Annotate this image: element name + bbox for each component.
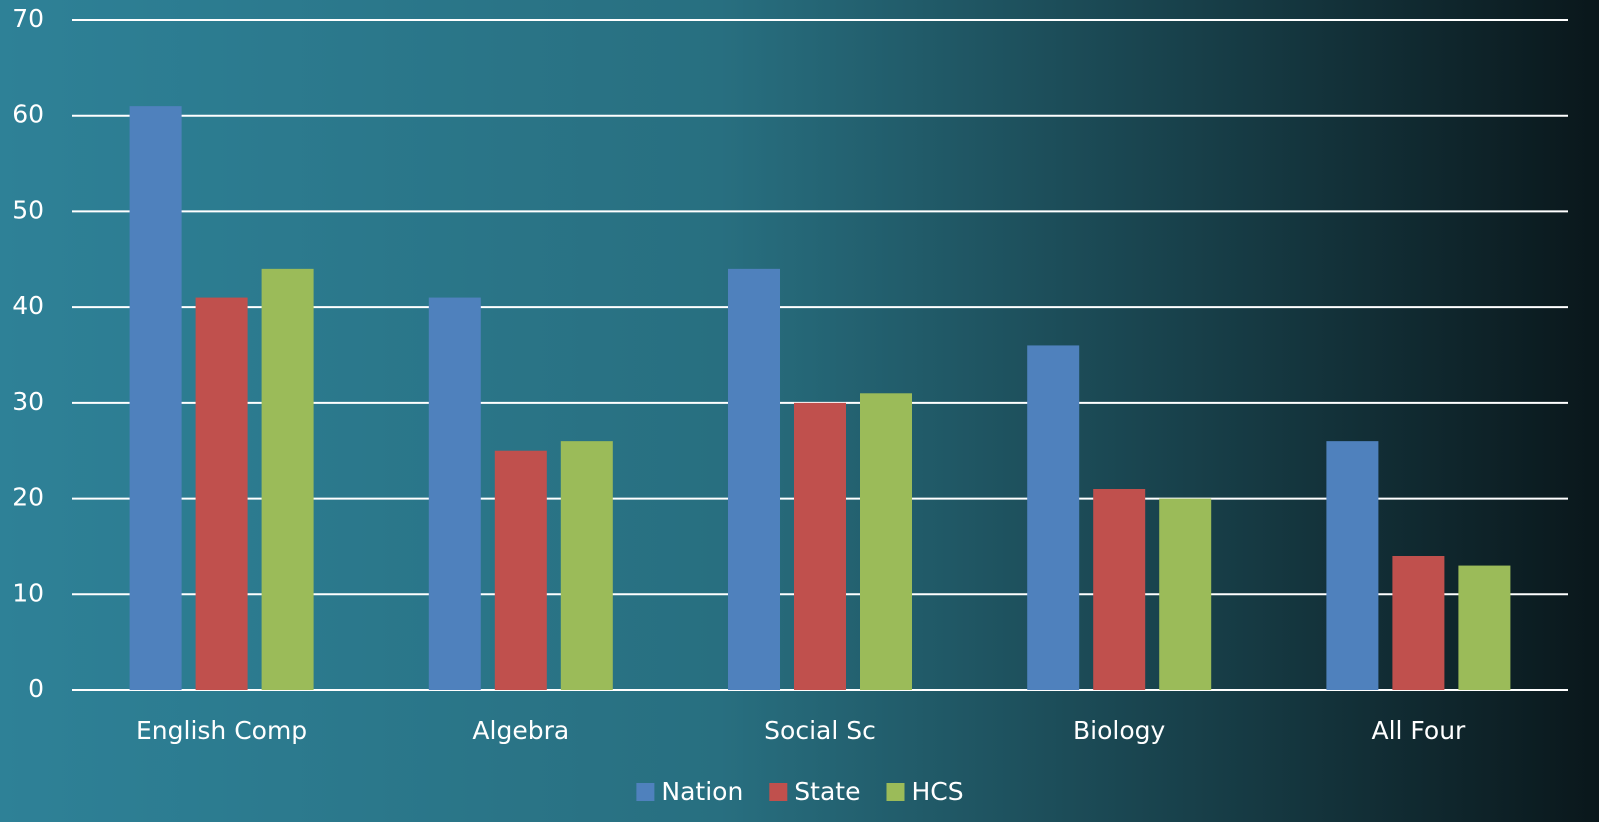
legend-label: HCS [911, 777, 963, 806]
bar [428, 297, 481, 690]
bar [1326, 441, 1379, 690]
legend-swatch [636, 783, 655, 801]
y-tick-label: 0 [28, 674, 44, 703]
x-tick-label: Social Sc [764, 716, 876, 745]
x-tick-label: Biology [1073, 716, 1166, 745]
bar [1392, 556, 1445, 690]
x-tick-label: English Comp [136, 716, 307, 745]
x-tick-label: All Four [1371, 716, 1466, 745]
bar [1159, 498, 1212, 690]
bar [860, 393, 912, 690]
bar [261, 268, 314, 690]
legend-swatch [769, 783, 788, 801]
y-tick-label: 70 [12, 4, 44, 33]
y-tick-label: 40 [12, 291, 44, 320]
bar [728, 268, 780, 690]
x-tick-label: Algebra [472, 716, 569, 745]
y-tick-label: 30 [12, 387, 44, 416]
bar [794, 402, 846, 690]
y-tick-label: 50 [12, 195, 44, 224]
bar [494, 450, 547, 690]
bar [1093, 489, 1146, 690]
bar [560, 441, 613, 690]
bar [1458, 565, 1511, 690]
bar [1027, 345, 1080, 690]
legend-label: Nation [661, 777, 743, 806]
legend-swatch [886, 783, 905, 801]
bar [129, 106, 182, 690]
y-tick-label: 60 [12, 100, 44, 129]
legend-label: State [794, 777, 860, 806]
bar [195, 297, 248, 690]
y-tick-label: 10 [12, 578, 44, 607]
y-tick-label: 20 [12, 483, 44, 512]
